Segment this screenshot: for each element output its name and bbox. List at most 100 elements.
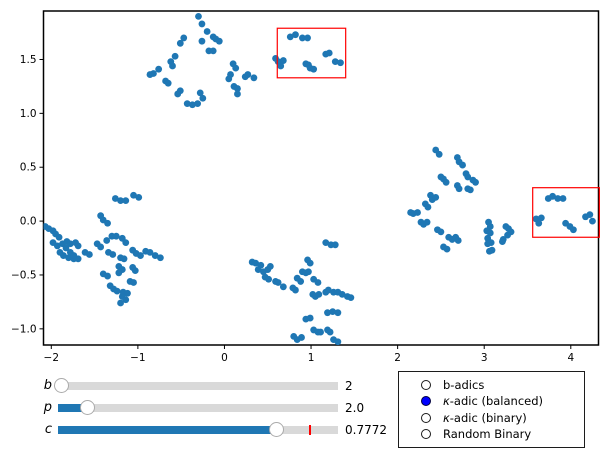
scatter-point xyxy=(198,20,206,28)
y-tick-label: −0.5 xyxy=(11,269,37,281)
scatter-point xyxy=(324,309,331,317)
scatter-point xyxy=(472,178,479,186)
scatter-point xyxy=(310,65,318,73)
scatter-point xyxy=(104,219,111,227)
highlight-boxes xyxy=(276,27,600,238)
slider-p: p 2.0 xyxy=(0,400,614,416)
scatter-point xyxy=(317,328,324,336)
scatter-point xyxy=(122,197,130,205)
slider-b: b 2 xyxy=(0,378,614,394)
slider-p-value: 2.0 xyxy=(345,401,365,415)
slider-c-track[interactable] xyxy=(58,422,338,437)
slider-c-thumb[interactable] xyxy=(268,422,284,437)
slider-p-fill xyxy=(58,404,88,412)
scatter-point xyxy=(174,90,182,98)
scatter-point xyxy=(537,214,545,222)
scatter-point xyxy=(135,193,143,201)
scatter-point xyxy=(486,247,493,255)
scatter-point xyxy=(120,255,128,263)
scatter-plot: −2 −1 0 1 2 3 4 −1.0 −0.5 0.0 0.5 1.0 1.5 xyxy=(11,10,600,364)
scatter-point xyxy=(169,62,176,70)
scatter-point xyxy=(454,237,462,244)
scatter-point xyxy=(292,286,299,294)
slider-c: c 0.7772 xyxy=(0,422,614,438)
scatter-point xyxy=(234,85,241,92)
scatter-point xyxy=(65,254,73,262)
scatter-point xyxy=(117,197,124,205)
scatter-point xyxy=(331,58,339,66)
scatter-point xyxy=(53,242,61,250)
scatter-point xyxy=(279,57,287,64)
scatter-point xyxy=(85,251,93,258)
scatter-point xyxy=(435,150,443,158)
scatter-point xyxy=(306,259,314,267)
scatter-point xyxy=(189,101,196,109)
y-tick-label: −1.0 xyxy=(11,323,37,335)
scatter-point xyxy=(443,245,451,253)
scatter-point xyxy=(155,65,163,73)
scatter-point xyxy=(225,75,233,83)
scatter-point xyxy=(254,266,262,273)
scatter-point xyxy=(109,251,117,258)
scatter-point xyxy=(195,12,202,20)
scatter-point xyxy=(104,272,111,280)
scatter-point xyxy=(66,240,74,248)
scatter-point xyxy=(414,209,421,216)
scatter-point xyxy=(292,31,299,39)
scatter-point xyxy=(183,100,191,108)
scatter-point xyxy=(559,195,567,202)
scatter-point xyxy=(334,338,342,345)
y-axis: −1.0 −0.5 0.0 0.5 1.0 1.5 xyxy=(11,54,44,335)
scatter-point xyxy=(442,178,450,186)
legend-item: Random Binary xyxy=(405,427,578,441)
scatter-point xyxy=(322,239,330,247)
slider-b-track[interactable] xyxy=(53,378,338,393)
open-circle-marker-icon xyxy=(421,379,431,390)
scatter-point xyxy=(274,279,282,286)
scatter-point xyxy=(194,100,202,108)
scatter-point xyxy=(347,294,355,301)
scatter-point xyxy=(464,173,472,181)
legend-item: b-adics xyxy=(405,378,578,392)
scatter-points xyxy=(43,12,596,345)
y-tick-label: 0.0 xyxy=(20,216,37,228)
scatter-point xyxy=(459,161,466,169)
slider-b-thumb[interactable] xyxy=(53,378,69,393)
slider-p-track[interactable] xyxy=(58,400,338,415)
scatter-point xyxy=(298,34,306,42)
scatter-point xyxy=(146,248,154,256)
scatter-point xyxy=(297,278,305,285)
x-tick-label: 1 xyxy=(308,352,315,364)
scatter-point xyxy=(279,283,287,291)
scatter-point xyxy=(244,71,252,78)
slider-c-fill xyxy=(58,426,277,434)
slider-p-thumb[interactable] xyxy=(80,400,96,415)
scatter-point xyxy=(432,193,440,201)
scatter-point xyxy=(326,328,334,336)
scatter-point xyxy=(55,233,63,241)
scatter-point xyxy=(331,241,339,249)
scatter-point xyxy=(171,52,179,60)
x-tick-label: 0 xyxy=(221,352,228,364)
scatter-point xyxy=(286,33,294,41)
scatter-point xyxy=(325,49,333,57)
legend: b-adics κ-adic (balanced) κ-adic (binary… xyxy=(398,371,585,448)
open-circle-marker-icon xyxy=(421,412,431,423)
scatter-point xyxy=(115,269,123,277)
scatter-point xyxy=(549,192,557,200)
scatter-point xyxy=(122,239,130,247)
slider-c-value: 0.7772 xyxy=(345,423,387,437)
scatter-point xyxy=(176,39,184,47)
scatter-point xyxy=(535,219,543,227)
highlight-box xyxy=(532,187,600,238)
scatter-point xyxy=(423,218,431,226)
filled-circle-marker-icon xyxy=(421,396,431,407)
scatter-point xyxy=(74,242,82,250)
x-tick-label: 3 xyxy=(481,352,488,364)
x-tick-label: 2 xyxy=(394,352,401,364)
legend-item-label: Random Binary xyxy=(443,427,532,442)
scatter-point xyxy=(97,243,105,251)
y-tick-label: 0.5 xyxy=(20,162,37,174)
scatter-point xyxy=(111,195,119,202)
